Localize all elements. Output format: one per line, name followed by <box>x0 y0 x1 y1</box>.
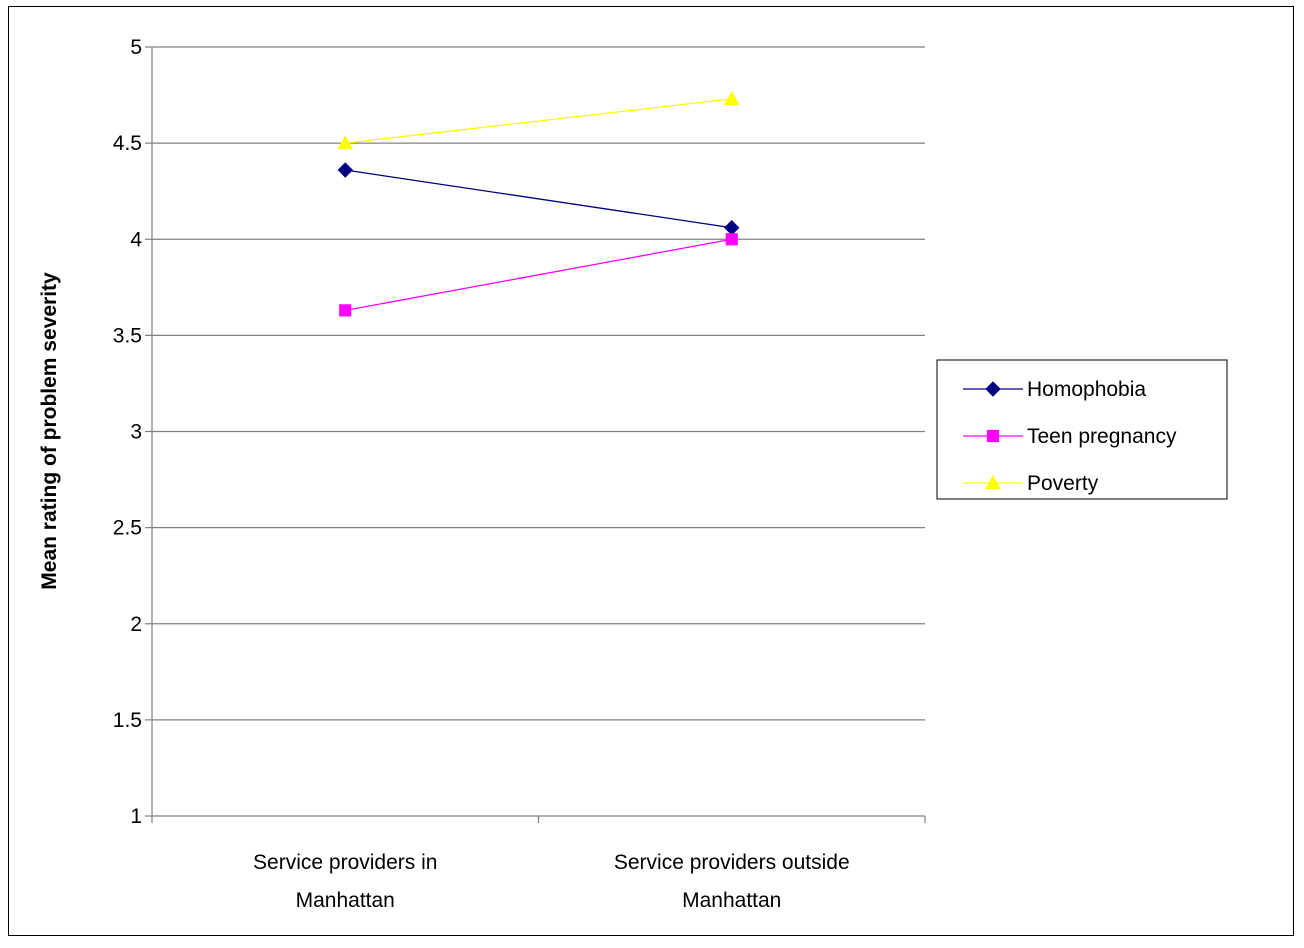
y-tick-label: 1.5 <box>113 709 142 732</box>
y-tick-labels: 1 1.5 2 2.5 3 3.5 4 4.5 5 <box>113 36 152 828</box>
series-markers <box>337 90 740 317</box>
legend-label-homophobia: Homophobia <box>1027 378 1146 401</box>
legend-box <box>936 359 1228 500</box>
y-tick-label: 3 <box>130 421 142 444</box>
x-tick-label: Service providers outside <box>614 851 850 874</box>
data-point-homophobia <box>337 162 353 178</box>
legend-marker-poverty <box>985 474 1001 490</box>
y-tick-label: 5 <box>130 36 142 59</box>
series-lines <box>345 98 732 312</box>
y-tick-label: 4 <box>130 228 142 251</box>
data-point-poverty <box>337 135 354 150</box>
y-tick-label: 1 <box>130 805 142 828</box>
y-axis-title: Mean rating of problem severity <box>38 272 61 590</box>
series-line-teen-pregnancy <box>345 238 732 312</box>
x-tick-label: Manhattan <box>682 889 781 912</box>
legend-label-poverty: Poverty <box>1027 472 1099 495</box>
data-point-teen-pregnancy <box>339 304 352 317</box>
legend-marker-homophobia <box>985 381 1001 397</box>
series-line-homophobia <box>345 169 732 229</box>
gridlines <box>152 46 925 721</box>
legend-marker-teen-pregnancy <box>986 429 1000 443</box>
data-point-poverty <box>723 90 740 106</box>
y-tick-label: 4.5 <box>113 132 142 155</box>
y-tick-label: 2 <box>130 613 142 636</box>
x-tick-labels: Service providers in Manhattan Service pro… <box>151 816 926 912</box>
legend: Homophobia Teen pregnancy Poverty <box>936 359 1228 500</box>
y-tick-label: 3.5 <box>113 324 142 347</box>
x-tick-label: Service providers in <box>253 851 437 874</box>
legend-label-teen-pregnancy: Teen pregnancy <box>1027 425 1177 448</box>
x-tick-label: Manhattan <box>296 889 395 912</box>
series-line-poverty <box>345 98 732 144</box>
data-point-homophobia <box>724 220 740 236</box>
y-tick-label: 2.5 <box>113 517 142 540</box>
data-point-teen-pregnancy <box>725 233 738 246</box>
